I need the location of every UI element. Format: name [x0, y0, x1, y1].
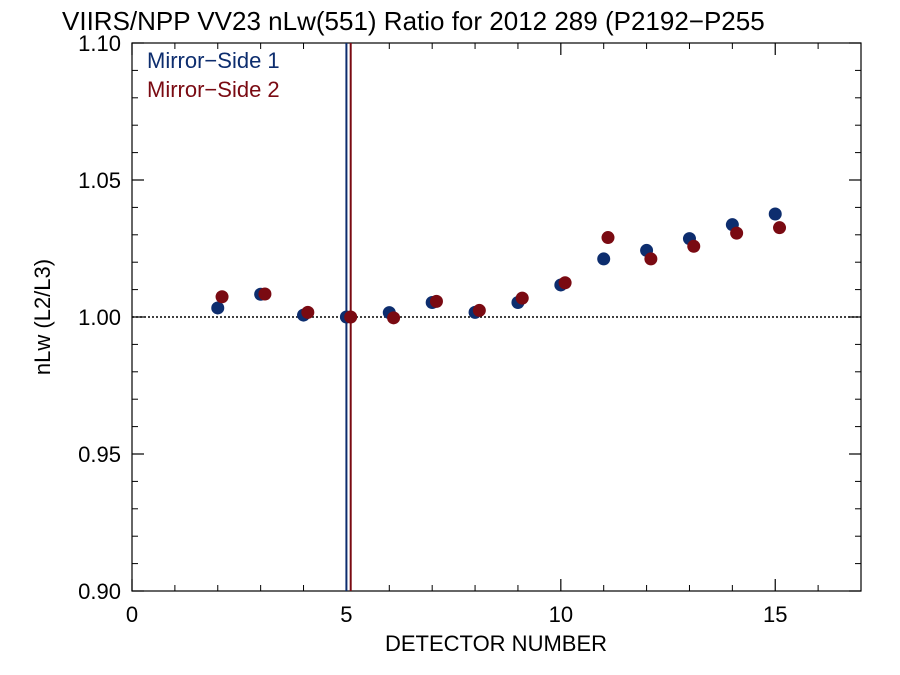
x-tick-labels: 0 5 10 15 — [126, 602, 788, 627]
x-tick-label: 10 — [549, 602, 573, 627]
legend-entry-mirror-side-2: Mirror−Side 2 — [147, 77, 280, 102]
y-tick-label: 1.05 — [78, 168, 121, 193]
y-tick-label: 0.90 — [78, 579, 121, 604]
data-point-mirror-side-2 — [601, 231, 615, 245]
data-point-mirror-side-1 — [768, 207, 782, 221]
data-point-mirror-side-2 — [773, 221, 787, 235]
data-point-mirror-side-2 — [558, 276, 572, 290]
x-axis-label: DETECTOR NUMBER — [385, 631, 607, 656]
y-tick-label: 0.95 — [78, 442, 121, 467]
data-point-mirror-side-1 — [597, 252, 611, 266]
data-point-mirror-side-2 — [429, 294, 443, 308]
y-axis-label: nLw (L2/L3) — [30, 259, 55, 375]
data-point-mirror-side-2 — [644, 252, 658, 266]
y-tick-label: 1.10 — [78, 31, 121, 56]
minor-ticks — [132, 43, 861, 591]
data-point-mirror-side-1 — [211, 301, 225, 315]
major-ticks — [131, 42, 861, 592]
data-point-mirror-side-2 — [687, 239, 701, 253]
data-point-mirror-side-2 — [344, 310, 358, 324]
x-tick-label: 0 — [126, 602, 138, 627]
data-point-mirror-side-2 — [515, 291, 529, 305]
data-point-mirror-side-2 — [730, 226, 744, 240]
y-tick-label: 1.00 — [78, 305, 121, 330]
data-point-mirror-side-2 — [258, 287, 272, 301]
x-tick-label: 5 — [340, 602, 352, 627]
data-point-mirror-side-2 — [387, 311, 401, 325]
y-tick-labels: 0.90 0.95 1.00 1.05 1.10 — [78, 31, 121, 604]
x-tick-label: 15 — [763, 602, 787, 627]
data-point-mirror-side-2 — [472, 303, 486, 317]
data-points — [211, 207, 787, 325]
legend-entry-mirror-side-1: Mirror−Side 1 — [147, 48, 280, 73]
data-point-mirror-side-2 — [215, 290, 229, 304]
chart-title: VIIRS/NPP VV23 nLw(551) Ratio for 2012 2… — [62, 6, 765, 36]
data-point-mirror-side-2 — [301, 305, 315, 319]
